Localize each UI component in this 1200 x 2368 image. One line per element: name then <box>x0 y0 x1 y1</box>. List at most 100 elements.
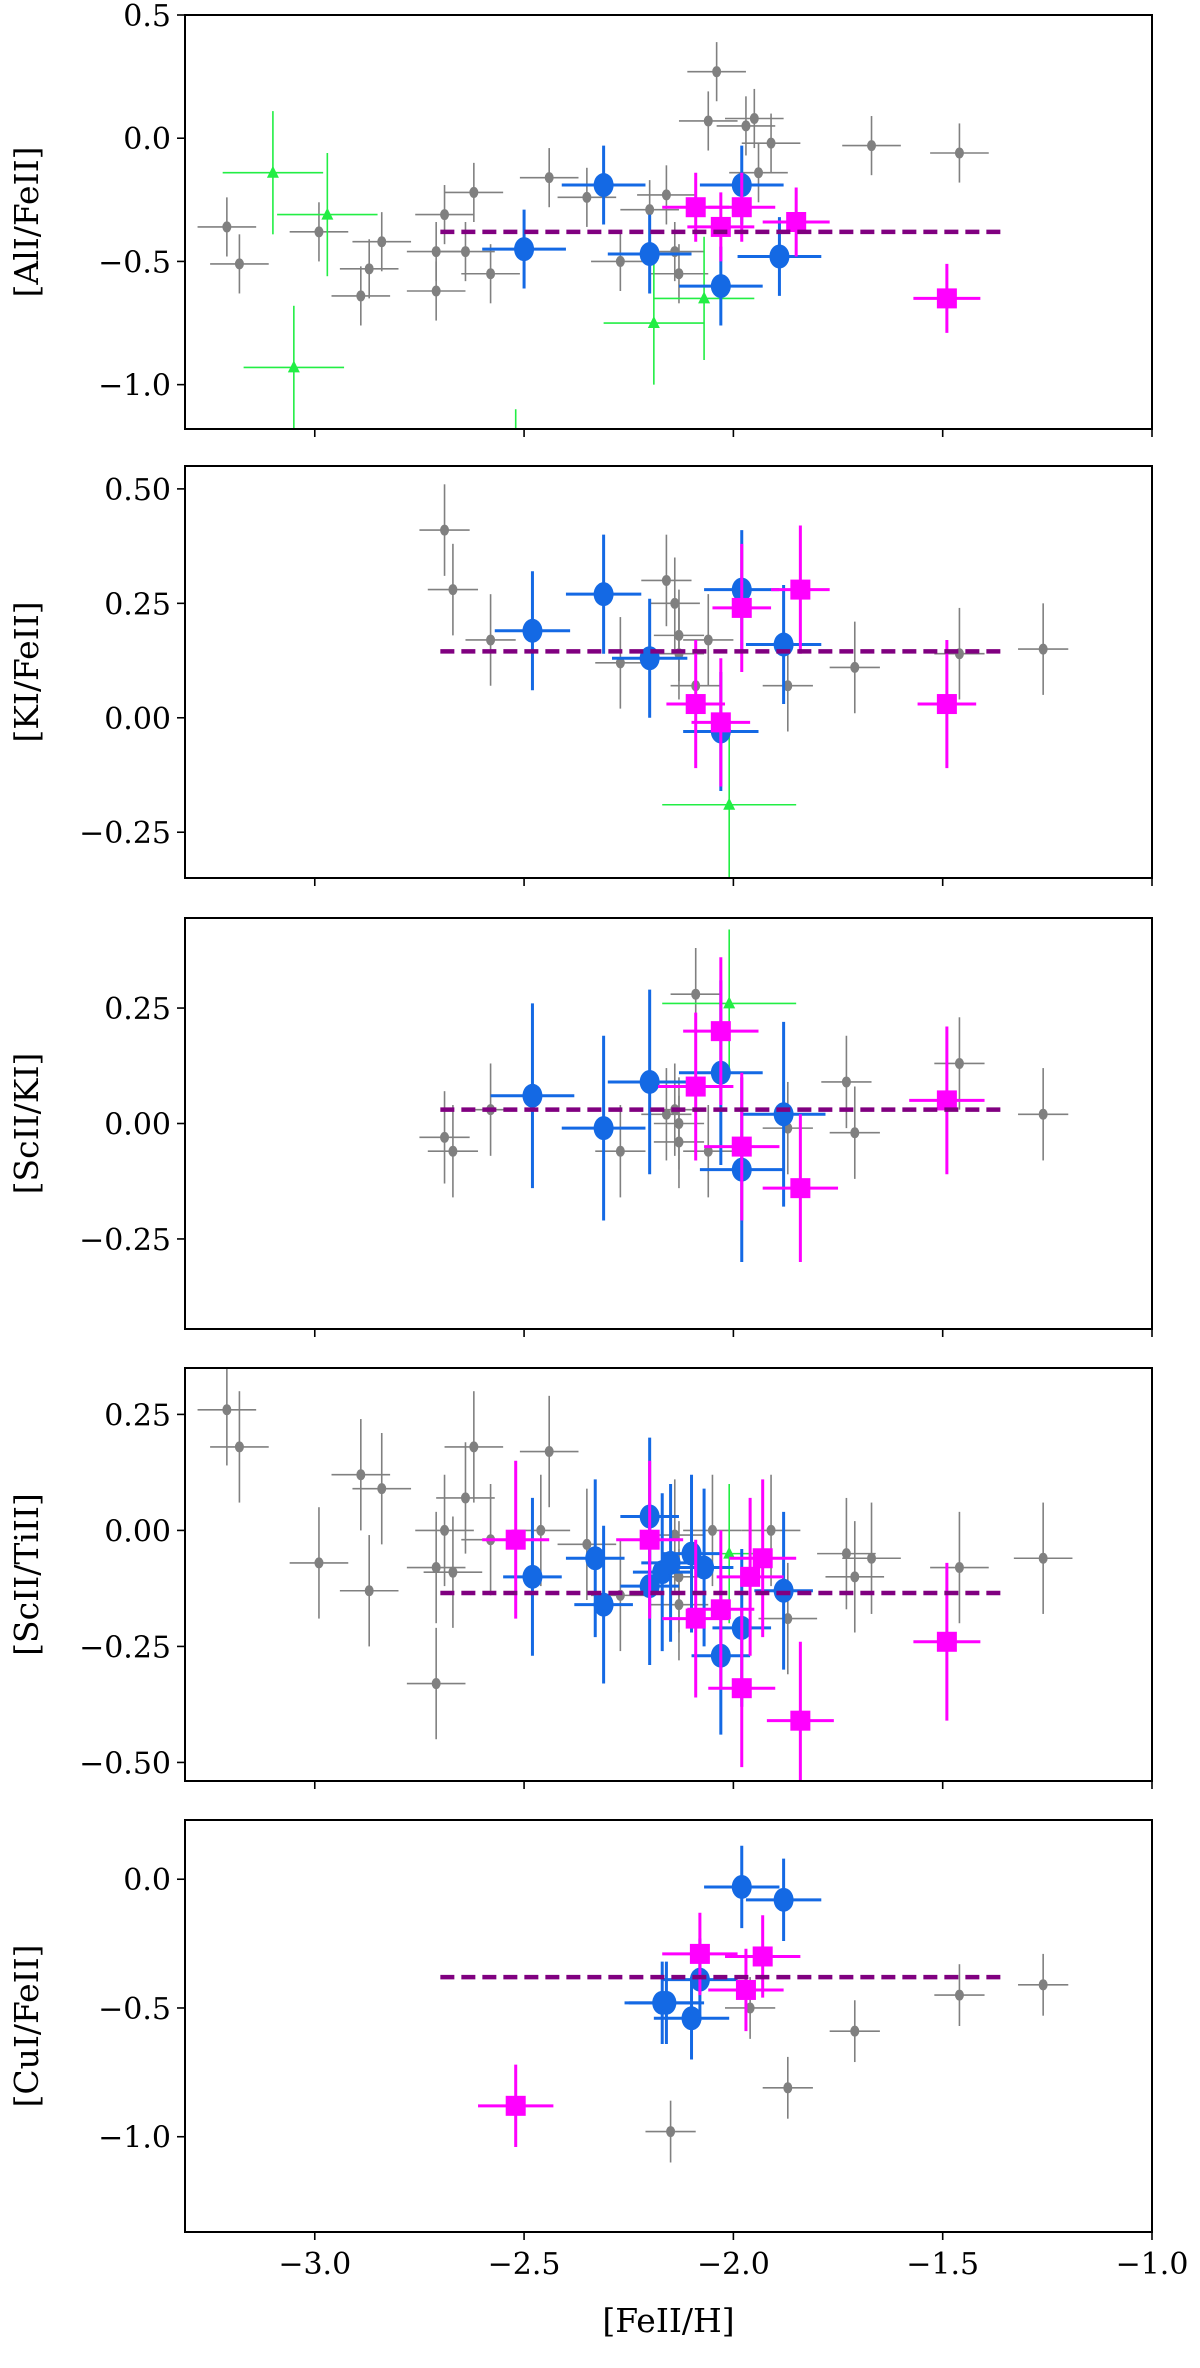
circle-marker <box>440 209 450 221</box>
series-circle <box>490 980 826 1263</box>
square-marker <box>790 579 811 600</box>
series-square <box>478 1912 801 2148</box>
circle-marker <box>1038 1979 1048 1991</box>
square-marker <box>786 212 807 232</box>
circle-marker <box>783 1613 793 1625</box>
circle-marker <box>377 236 387 248</box>
square-marker <box>731 197 752 218</box>
y-tick-label: −0.5 <box>98 245 171 280</box>
circle-marker <box>314 226 324 238</box>
circle-marker <box>681 2006 702 2031</box>
axes-frame <box>184 1819 1153 2233</box>
x-axis-label: [FeII/H] <box>602 2301 734 2340</box>
series-square <box>658 957 985 1263</box>
circle-marker <box>544 172 554 184</box>
panel-1: 0.5 0.0 −0.5 −1.0 [AlI/FeII] <box>7 0 1153 437</box>
data-point <box>741 1021 826 1207</box>
data-point <box>339 239 399 299</box>
circle-marker <box>712 66 722 78</box>
data-point <box>691 658 751 787</box>
panel-3: 0.25 0.00 −0.25 [ScII/KI] <box>7 917 1153 1337</box>
data-point <box>289 1507 349 1619</box>
circle-marker <box>536 1524 546 1536</box>
data-point <box>406 261 466 321</box>
plot-area <box>440 1845 1069 2163</box>
circle-marker <box>440 1524 450 1536</box>
y-axis-label: [AlI/FeII] <box>7 147 46 298</box>
square-marker <box>790 1710 811 1731</box>
y-tick-label: −0.25 <box>79 1223 171 1258</box>
circle-marker <box>703 1145 713 1157</box>
circle-marker <box>585 1546 606 1571</box>
square-marker <box>710 712 731 733</box>
y-tick-label: 0.0 <box>123 1863 171 1898</box>
triangle-marker <box>723 1546 736 1559</box>
circle-marker <box>674 1599 684 1611</box>
y-tick-label: 0.5 <box>123 0 171 34</box>
circle-marker <box>440 1131 450 1143</box>
circle-marker <box>783 680 793 692</box>
data-point <box>653 236 755 360</box>
circle-marker <box>431 1562 441 1574</box>
data-point <box>331 1419 391 1531</box>
series-circle-small <box>197 42 989 326</box>
data-point <box>817 1497 876 1610</box>
circle-marker <box>1038 643 1048 655</box>
circle-marker <box>593 173 614 198</box>
data-point <box>762 2056 813 2119</box>
circle-marker <box>703 115 713 127</box>
data-point <box>934 1017 985 1110</box>
data-point <box>419 1091 470 1184</box>
circle-marker <box>234 1441 244 1453</box>
data-point <box>829 621 880 714</box>
circle-marker <box>356 290 366 302</box>
square-marker <box>685 1076 706 1097</box>
y-tick-label: 0.25 <box>104 1398 171 1433</box>
data-point <box>423 1516 483 1628</box>
circle-marker <box>615 657 625 669</box>
data-point <box>762 1081 813 1175</box>
data-point <box>490 1003 575 1189</box>
data-point <box>687 42 746 102</box>
circle-marker <box>469 1441 479 1453</box>
data-point <box>197 1368 257 1466</box>
data-point <box>766 1641 834 1781</box>
data-point <box>557 1488 617 1601</box>
circle-marker <box>522 1564 543 1589</box>
x-tick-label: −1.5 <box>906 2247 979 2282</box>
triangle-marker <box>723 797 736 810</box>
axes-frame <box>184 465 1153 879</box>
y-tick-label: 0.00 <box>104 1514 171 1549</box>
circle-marker <box>954 1562 964 1574</box>
data-point <box>415 185 474 245</box>
data-point <box>436 1442 495 1554</box>
data-point <box>624 1961 700 2045</box>
square-marker <box>710 1021 731 1042</box>
circle-marker <box>954 1057 964 1069</box>
circle-marker <box>222 1404 232 1416</box>
square-marker <box>685 694 706 715</box>
square-marker <box>639 1529 660 1550</box>
x-tick-label: −2.5 <box>488 2247 561 2282</box>
data-point <box>1018 603 1069 695</box>
data-point <box>913 1562 981 1721</box>
plot-area <box>197 42 1006 429</box>
circle-marker <box>460 1492 470 1504</box>
triangle-marker <box>287 360 300 373</box>
data-point <box>653 1977 730 2060</box>
circle-marker <box>954 1989 964 2001</box>
data-point <box>406 1627 466 1740</box>
square-marker <box>505 2095 526 2116</box>
axes-frame <box>184 1367 1153 1782</box>
data-point <box>745 1858 822 1942</box>
x-tick-label: −2.0 <box>697 2247 770 2282</box>
data-point <box>930 123 989 183</box>
series-circle-small <box>419 948 1069 1198</box>
data-point <box>210 1391 269 1503</box>
square-marker <box>936 1090 957 1111</box>
circle-marker <box>674 1136 684 1148</box>
data-point <box>519 148 579 208</box>
panel-4: 0.25 0.00 −0.25 −0.50 [ScII/TiII] <box>7 1367 1153 1789</box>
data-point <box>716 1497 784 1656</box>
